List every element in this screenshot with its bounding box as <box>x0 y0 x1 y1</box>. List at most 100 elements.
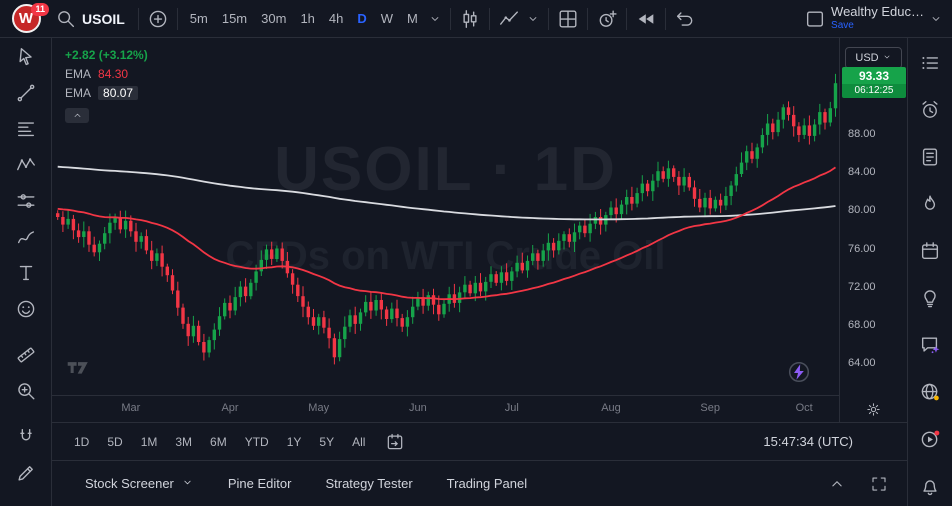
trend-line-icon[interactable] <box>9 82 43 104</box>
time-axis-label[interactable]: Sep <box>700 402 720 414</box>
text-icon[interactable] <box>9 262 43 284</box>
time-axis-label[interactable]: Jun <box>409 402 427 414</box>
bottom-tab-stock-screener[interactable]: Stock Screener <box>70 469 209 499</box>
hotlists-icon[interactable] <box>918 193 942 215</box>
symbol-search-icon[interactable] <box>52 4 80 34</box>
separator <box>625 7 627 30</box>
chart-plot[interactable]: USOIL · 1D CFDs on WTI Crude Oil +2.82 (… <box>52 38 839 395</box>
time-axis-label[interactable]: Apr <box>221 402 239 414</box>
clock[interactable]: 15:47:34 (UTC) <box>763 434 853 449</box>
bar-replay-icon[interactable] <box>632 4 660 34</box>
chart-area[interactable]: USOIL · 1D CFDs on WTI Crude Oil +2.82 (… <box>52 38 907 422</box>
indicators-caret-icon[interactable] <box>523 4 543 34</box>
time-axis[interactable]: Mar Apr May Jun Jul Aug Sep Oct <box>52 395 839 422</box>
bottom-tab-trading-panel[interactable]: Trading Panel <box>432 469 542 499</box>
range-button-YTD[interactable]: YTD <box>244 434 269 449</box>
range-button-5D[interactable]: 5D <box>107 434 123 449</box>
timeframe-button-30m[interactable]: 30m <box>261 11 287 26</box>
community-icon[interactable] <box>918 381 942 403</box>
main-row: USOIL · 1D CFDs on WTI Crude Oil +2.82 (… <box>0 38 952 506</box>
currency-caret-icon <box>882 52 892 65</box>
timeframe-group: 5m 15m 30m 1h 4h D W M <box>183 5 425 33</box>
fib-retracement-icon[interactable] <box>9 118 43 140</box>
range-button-1Y[interactable]: 1Y <box>286 434 302 449</box>
undo-icon[interactable] <box>671 4 699 34</box>
bottom-tab-pine-editor[interactable]: Pine Editor <box>213 469 307 499</box>
magnet-icon[interactable] <box>9 426 43 448</box>
layout-grid-icon[interactable] <box>554 4 582 34</box>
timeframe-button-5m[interactable]: 5m <box>189 11 208 26</box>
ai-chat-icon[interactable] <box>918 334 942 356</box>
time-axis-label[interactable]: Mar <box>121 402 141 414</box>
quick-trade-bolt-icon[interactable] <box>787 360 811 389</box>
symbol-name[interactable]: USOIL <box>82 10 125 27</box>
emoji-icon[interactable] <box>9 298 43 320</box>
range-button-3M[interactable]: 3M <box>175 434 193 449</box>
save-link[interactable]: Save <box>831 20 854 32</box>
tradingview-logo-icon[interactable] <box>65 354 91 385</box>
chart-settings-gear-icon[interactable] <box>840 401 907 418</box>
edit-icon[interactable] <box>9 462 43 484</box>
app-logo[interactable]: W 11 <box>0 3 52 33</box>
indicators-icon[interactable] <box>495 4 523 34</box>
lightbulb-icon[interactable] <box>918 287 942 309</box>
timeframe-button-W[interactable]: W <box>380 11 394 26</box>
calendar-icon[interactable] <box>918 240 942 262</box>
time-axis-label[interactable]: Oct <box>795 402 813 414</box>
alarm-icon[interactable] <box>918 99 942 121</box>
currency-selector[interactable]: USD <box>845 47 902 69</box>
chart-type-icon[interactable] <box>456 4 484 34</box>
forecast-icon[interactable] <box>9 190 43 212</box>
separator <box>586 7 588 30</box>
compare-add-icon[interactable] <box>144 4 172 34</box>
xabcd-pattern-icon[interactable] <box>9 154 43 176</box>
ema-label: EMA <box>65 67 92 81</box>
zoom-icon[interactable] <box>9 380 43 402</box>
tab-caret-icon <box>181 476 194 492</box>
brush-icon[interactable] <box>9 226 43 248</box>
legend-collapse-button[interactable] <box>65 108 89 123</box>
range-button-5Y[interactable]: 5Y <box>319 434 335 449</box>
price-tick: 88.00 <box>848 128 876 140</box>
panel-maximize-icon[interactable] <box>865 469 893 499</box>
range-group: 1D 5D 1M 3M 6M YTD 1Y 5Y All <box>66 431 373 453</box>
range-button-6M[interactable]: 6M <box>210 434 227 449</box>
ema-row-fast[interactable]: EMA 84.30 <box>65 67 148 81</box>
price-change: +2.82 (+3.12%) <box>65 48 148 62</box>
timeframe-button-M[interactable]: M <box>407 11 418 26</box>
create-alert-icon[interactable] <box>593 4 621 34</box>
layout-name-menu[interactable]: Wealthy Educ… Save <box>831 4 924 32</box>
range-button-1M[interactable]: 1M <box>140 434 158 449</box>
streams-icon[interactable] <box>918 428 942 450</box>
ideas-icon[interactable] <box>918 146 942 168</box>
bar-countdown: 06:12:25 <box>842 84 906 98</box>
separator <box>176 7 178 30</box>
time-axis-label[interactable]: Jul <box>504 402 519 414</box>
timeframe-button-D[interactable]: D <box>357 11 367 26</box>
go-to-date-icon[interactable] <box>381 427 409 457</box>
timeframe-button-4h[interactable]: 4h <box>328 11 344 26</box>
timeframe-button-15m[interactable]: 15m <box>221 11 248 26</box>
save-layout-icon[interactable] <box>801 4 829 34</box>
bottom-tab-strategy-tester[interactable]: Strategy Tester <box>310 469 427 499</box>
cursor-icon[interactable] <box>9 46 43 68</box>
price-tick: 84.00 <box>848 166 876 179</box>
ema-row-slow[interactable]: EMA 80.07 <box>65 86 148 100</box>
panel-collapse-icon[interactable] <box>823 469 851 499</box>
notifications-icon[interactable] <box>918 475 942 497</box>
price-tick: 72.00 <box>848 280 876 293</box>
candlestick-chart[interactable] <box>52 38 839 395</box>
timeframe-caret-icon[interactable] <box>425 4 445 34</box>
layout-title: Wealthy Educ… <box>831 4 924 20</box>
watchlist-icon[interactable] <box>918 52 942 74</box>
range-button-1D[interactable]: 1D <box>74 434 90 449</box>
time-axis-label[interactable]: Aug <box>601 402 621 414</box>
timeframe-button-1h[interactable]: 1h <box>300 11 315 26</box>
layout-caret-icon[interactable] <box>926 4 946 34</box>
price-scale[interactable]: USD 88.00 84.00 80.00 76.00 72.00 68.00 64.00 … <box>839 38 907 422</box>
range-button-All[interactable]: All <box>352 434 366 449</box>
time-axis-label[interactable]: May <box>308 402 330 414</box>
measure-icon[interactable] <box>9 344 43 366</box>
drawing-toolbar <box>0 38 52 506</box>
chart-legend: +2.82 (+3.12%) EMA 84.30 EMA 80.07 <box>65 48 148 123</box>
